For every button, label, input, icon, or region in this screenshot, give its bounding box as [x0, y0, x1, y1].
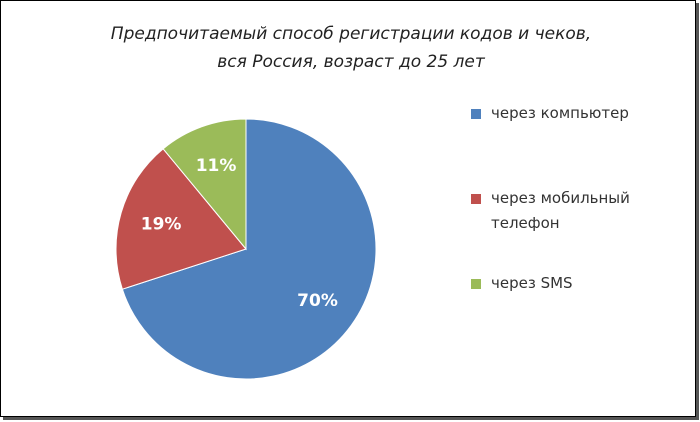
- pie-slice: [121, 118, 377, 380]
- legend-swatch: [471, 279, 481, 289]
- pie-slice: [162, 118, 247, 251]
- legend-swatch: [471, 194, 481, 204]
- data-label: 11%: [196, 156, 237, 176]
- pie-slice: [115, 148, 247, 290]
- data-label: 70%: [297, 291, 338, 311]
- chart-title: Предпочитаемый способ регистрации кодов …: [111, 24, 591, 44]
- legend-label: через мобильный телефон: [491, 189, 630, 232]
- legend-swatch: [471, 109, 481, 119]
- legend-label: через компьютер: [491, 104, 629, 122]
- legend-label: через SMS: [491, 274, 573, 292]
- data-label: 19%: [141, 214, 182, 234]
- chart-title: вся Россия, возраст до 25 лет: [217, 52, 486, 72]
